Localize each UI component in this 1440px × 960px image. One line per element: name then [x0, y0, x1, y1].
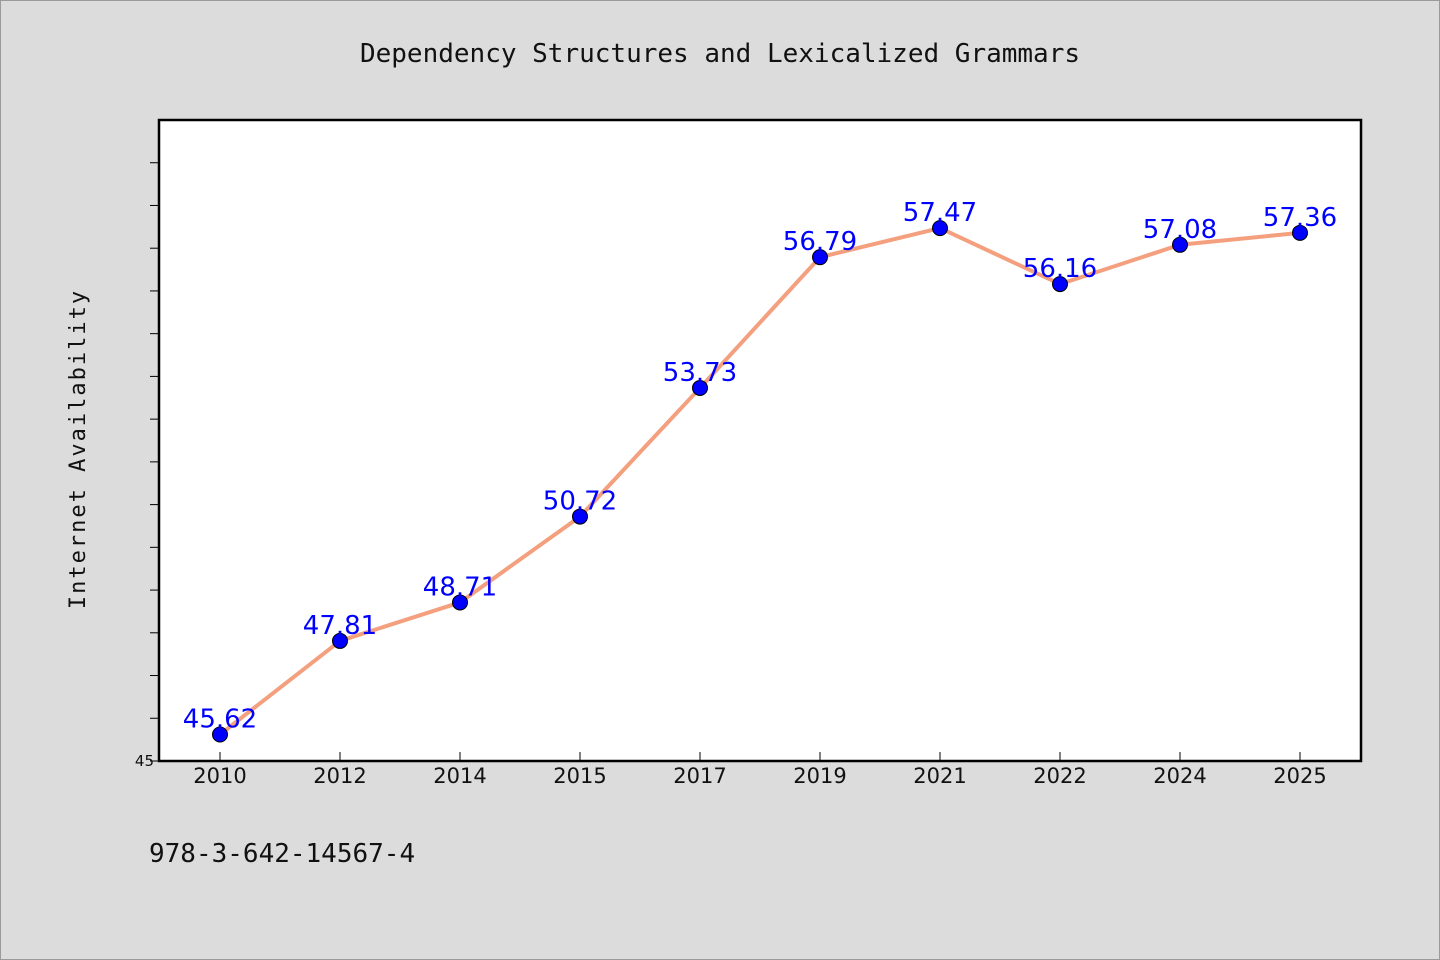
data-label-2024: 57.08 [1143, 215, 1217, 245]
data-label-2014: 48.71 [423, 572, 497, 602]
data-point-2022 [1052, 276, 1068, 293]
x-tick-label-0: 2010 [193, 764, 246, 788]
series-group: 45.62 47.81 48.71 50.72 53.73 56.79 57.47 56.16… [183, 198, 1337, 743]
x-tick-label-6: 2021 [913, 764, 966, 788]
x-tick-label-3: 2015 [553, 764, 606, 788]
data-label-2021: 57.47 [903, 198, 977, 228]
y-axis-label: Internet Availability [66, 289, 91, 609]
x-tick-label-2: 2014 [433, 764, 486, 788]
data-point-2024 [1172, 236, 1188, 253]
y-axis-ticks: 45 [135, 162, 159, 770]
data-point-2025 [1292, 224, 1308, 241]
x-tick-label-5: 2019 [793, 764, 846, 788]
plot-area [159, 120, 1361, 761]
data-point-2021 [932, 220, 948, 237]
data-label-2019: 56.79 [783, 227, 857, 257]
data-point-2017 [692, 379, 708, 396]
data-label-2017: 53.73 [663, 358, 737, 388]
data-label-2010: 45.62 [183, 705, 257, 735]
x-tick-label-8: 2024 [1153, 764, 1206, 788]
x-tick-label-7: 2022 [1033, 764, 1086, 788]
data-point-2012 [332, 632, 348, 649]
series-line-0 [218, 226, 1302, 737]
data-point-2015 [572, 508, 588, 525]
data-label-2025: 57.36 [1263, 203, 1337, 233]
chart-title: Dependency Structures and Lexicalized Gr… [360, 39, 1080, 69]
data-label-2012: 47.81 [303, 611, 377, 641]
data-point-2010 [212, 726, 228, 743]
x-axis-ticks: 2010 2012 2014 2015 2017 2019 2021 2022 2024 2025 [193, 752, 1327, 788]
y-tick-label-0: 45 [135, 752, 154, 770]
x-tick-label-1: 2012 [313, 764, 366, 788]
isbn-footnote: 978-3-642-14567-4 [149, 839, 415, 869]
plot-frame [157, 118, 1363, 763]
data-label-2015: 50.72 [543, 487, 617, 517]
data-point-2019 [812, 249, 828, 266]
x-tick-label-4: 2017 [673, 764, 726, 788]
data-point-2014 [452, 594, 468, 611]
x-tick-label-9: 2025 [1273, 764, 1326, 788]
data-label-2022: 56.16 [1023, 254, 1097, 284]
